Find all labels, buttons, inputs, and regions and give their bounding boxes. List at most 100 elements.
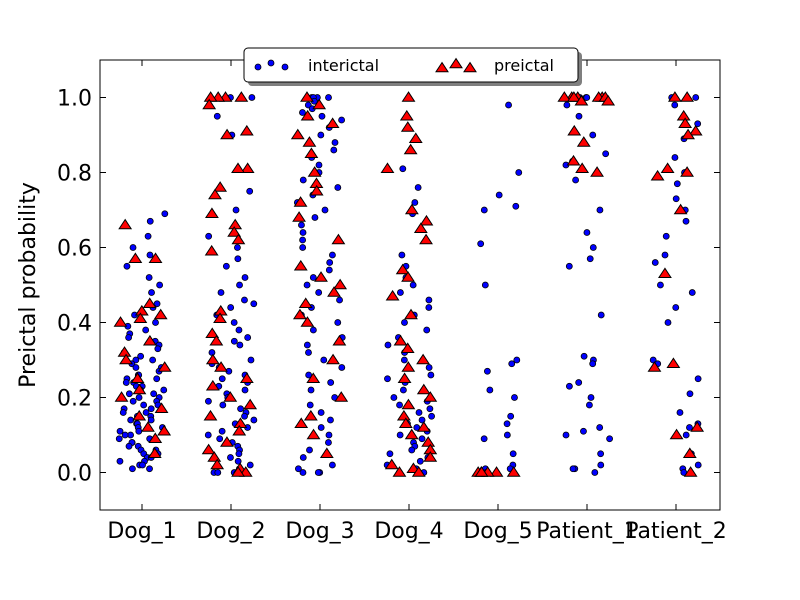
interictal-point <box>512 202 520 210</box>
preictal-point <box>209 334 224 346</box>
interictal-point <box>409 281 417 289</box>
preictal-point <box>142 334 157 346</box>
interictal-point <box>129 465 136 473</box>
preictal-point <box>214 361 228 372</box>
interictal-point <box>247 356 255 364</box>
preictal-point <box>385 289 400 301</box>
interictal-point <box>515 169 523 176</box>
interictal-point <box>320 356 328 364</box>
preictal-point <box>400 342 415 354</box>
interictal-point <box>329 251 336 259</box>
interictal-point <box>338 116 346 124</box>
preictal-point <box>243 398 258 410</box>
preictal-point <box>411 466 426 477</box>
preictal-point <box>307 166 322 177</box>
preictal-point <box>658 267 672 279</box>
interictal-point <box>246 461 254 469</box>
interictal-point <box>152 319 159 326</box>
interictal-point <box>589 244 597 251</box>
interictal-point <box>298 221 305 229</box>
interictal-point <box>325 94 332 101</box>
preictal-point <box>118 218 133 230</box>
interictal-point <box>398 251 406 259</box>
interictal-point <box>234 255 242 263</box>
interictal-point <box>145 274 153 281</box>
preictal-point <box>205 327 220 339</box>
preictal-point <box>204 207 219 219</box>
preictal-point <box>148 252 163 264</box>
interictal-point <box>583 229 591 236</box>
interictal-point <box>150 390 158 398</box>
preictal-point <box>396 409 411 421</box>
preictal-point <box>133 312 148 324</box>
interictal-point <box>325 439 332 446</box>
interictal-point <box>309 274 317 281</box>
preictal-point <box>205 379 220 391</box>
interictal-point <box>562 431 570 439</box>
interictal-point <box>575 379 583 386</box>
interictal-point <box>400 356 408 364</box>
preictal-point <box>683 466 698 477</box>
preictal-point <box>575 162 590 174</box>
preictal-point <box>239 124 254 136</box>
interictal-point <box>232 206 240 214</box>
interictal-point <box>672 195 680 203</box>
interictal-point <box>153 375 161 383</box>
interictal-point <box>218 375 226 383</box>
interictal-point <box>580 352 588 360</box>
interictal-point <box>686 390 694 398</box>
preictal-point <box>302 136 317 147</box>
interictal-point <box>148 289 155 296</box>
interictal-point <box>234 457 242 465</box>
interictal-point <box>116 457 124 465</box>
interictal-point <box>694 120 702 128</box>
preictal-point <box>132 383 147 395</box>
interictal-point <box>125 442 133 450</box>
interictal-point <box>246 187 254 195</box>
interictal-point <box>676 409 684 416</box>
interictal-point <box>565 262 573 270</box>
preictal-point <box>404 203 419 215</box>
interictal-point <box>408 446 416 454</box>
interictal-point <box>299 454 307 461</box>
interictal-point <box>692 94 700 101</box>
interictal-point <box>513 356 521 364</box>
preictal-point <box>401 398 416 410</box>
interictal-point <box>651 259 659 266</box>
interictal-point <box>161 210 169 218</box>
preictal-point <box>298 297 313 309</box>
preictal-point <box>228 218 243 230</box>
interictal-point <box>664 319 672 326</box>
preictal-point <box>223 391 238 402</box>
interictal-point <box>338 364 346 371</box>
interictal-point <box>426 405 434 413</box>
preictal-point <box>401 91 416 102</box>
preictal-point <box>290 128 305 140</box>
interictal-point <box>217 289 225 296</box>
interictal-point <box>327 379 335 386</box>
interictal-point <box>606 435 614 443</box>
preictal-point <box>128 252 143 264</box>
interictal-point <box>119 409 127 416</box>
interictal-point <box>227 304 235 311</box>
interictal-point <box>142 409 150 416</box>
interictal-point <box>325 431 333 439</box>
preictal-point <box>419 214 434 226</box>
interictal-point <box>218 427 226 435</box>
preictal-point <box>423 451 438 462</box>
interictal-point <box>589 131 597 139</box>
interictal-point <box>236 281 243 289</box>
interictal-point <box>317 424 325 431</box>
preictal-point <box>154 402 169 414</box>
preictal-point <box>293 259 308 271</box>
x-tick-label: Dog_4 <box>374 519 443 544</box>
interictal-point <box>208 349 216 356</box>
y-tick-label: 1.0 <box>57 87 92 112</box>
interictal-point <box>227 454 234 461</box>
interictal-point <box>205 232 213 240</box>
preictal-point <box>153 308 168 320</box>
y-tick-label: 0.4 <box>57 312 92 337</box>
interictal-point <box>503 420 511 428</box>
preictal-point <box>231 233 246 245</box>
